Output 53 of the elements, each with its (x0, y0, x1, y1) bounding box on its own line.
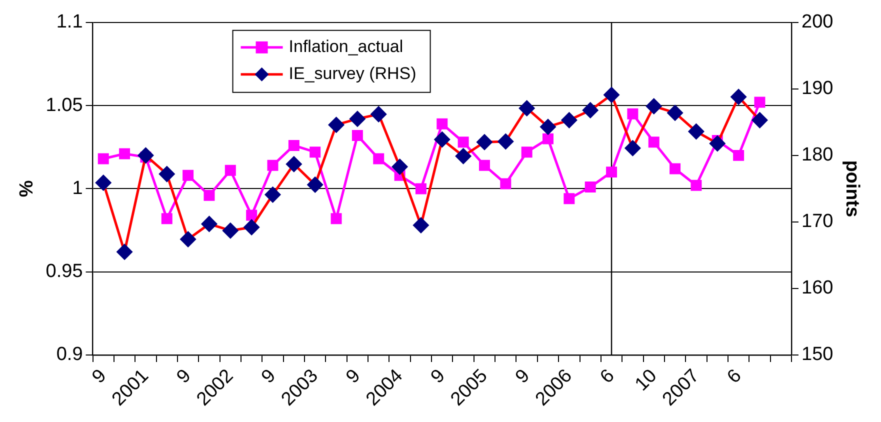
point (373, 153, 384, 164)
y2-tick-label: 190 (802, 78, 834, 100)
x-tick-label: 9 (172, 365, 196, 388)
point (224, 164, 236, 176)
x-tick-label: 9 (88, 365, 111, 388)
point (521, 146, 532, 158)
y2-tick-label: 160 (802, 278, 834, 299)
point (246, 210, 258, 221)
y2-tick-label: 180 (802, 144, 834, 166)
x-tick-label: 9 (512, 365, 534, 388)
x-tick-label: 10 (631, 365, 662, 396)
x-tick-label: 9 (342, 365, 365, 388)
point (754, 96, 766, 108)
y-tick-label: 0.95 (46, 261, 83, 282)
point (478, 160, 490, 171)
point (606, 166, 618, 178)
y2-tick-label: 200 (802, 12, 834, 33)
point (267, 160, 278, 171)
y-tick-label: 1.05 (46, 94, 83, 116)
y2-tick-label: 150 (802, 344, 834, 366)
point (415, 183, 426, 194)
y2-tick-label: 170 (802, 211, 834, 232)
point (119, 148, 130, 160)
point (436, 118, 448, 130)
point (182, 170, 194, 181)
point (161, 213, 172, 224)
x-tick-label: 9 (258, 365, 280, 388)
y-tick-label: 0.9 (56, 344, 83, 366)
point (288, 140, 300, 151)
x-tick-label: 9 (427, 365, 450, 388)
y-tick-label: 1 (72, 178, 83, 199)
point (564, 193, 575, 204)
legend-label: IE_survey (RHS) (288, 64, 416, 84)
point (330, 213, 342, 224)
x-tick-label: 6 (596, 365, 619, 388)
x-tick-label: 6 (723, 365, 746, 388)
y-tick-label: 1.1 (56, 12, 83, 33)
point (98, 153, 109, 164)
point (690, 180, 702, 191)
point (627, 108, 638, 120)
point (204, 190, 215, 201)
point (670, 163, 681, 174)
point (458, 136, 469, 148)
point (310, 146, 321, 158)
point (542, 133, 554, 144)
point (352, 130, 363, 141)
y-axis-title: % (16, 180, 38, 198)
y2-axis-title: points (841, 160, 862, 218)
point (500, 178, 512, 190)
point (584, 182, 596, 193)
legend-label: Inflation_actual (288, 37, 404, 56)
point (648, 136, 660, 148)
point (733, 150, 744, 161)
